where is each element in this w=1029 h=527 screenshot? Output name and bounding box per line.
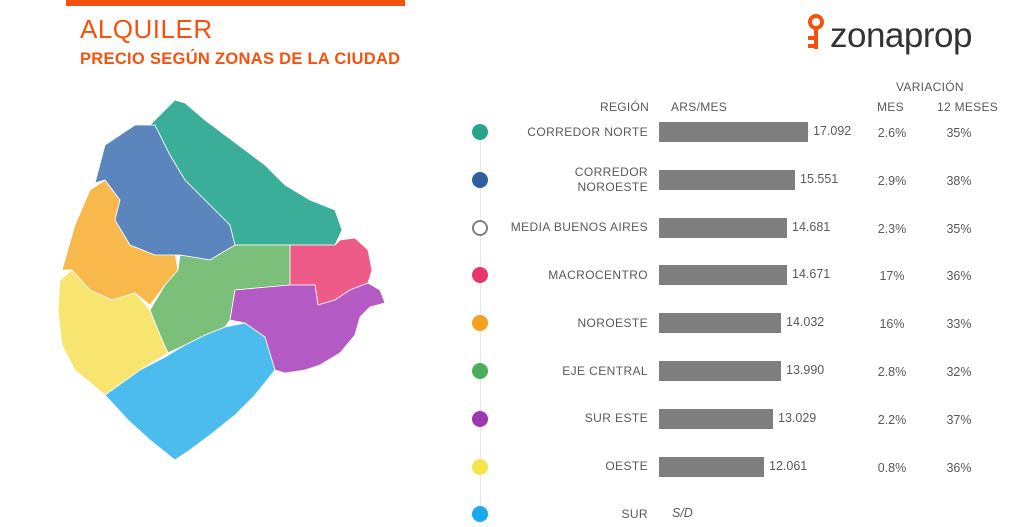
price-value-label: 14.032 bbox=[786, 315, 825, 330]
region-label: SUR bbox=[621, 507, 648, 522]
annual-variation: 35% bbox=[946, 126, 972, 140]
legend-dot bbox=[472, 458, 488, 475]
price-bar bbox=[659, 217, 787, 238]
table-row: EJE CENTRAL 13.990 2.8% 32% bbox=[0, 0, 1029, 381]
header-month: MES bbox=[877, 100, 904, 114]
legend-dot bbox=[472, 219, 488, 236]
annual-variation: 36% bbox=[946, 269, 972, 284]
region-label: CORREDOR NORTE bbox=[527, 125, 648, 140]
region-label: NOROESTE bbox=[577, 316, 648, 331]
price-bar bbox=[659, 265, 787, 286]
top-accent-bar bbox=[66, 0, 405, 6]
monthly-variation: 2.6% bbox=[877, 126, 907, 140]
price-value-label: 13.029 bbox=[778, 410, 817, 425]
region-label: CORREDOR NOROESTE bbox=[575, 165, 648, 195]
region-label-line: EJE CENTRAL bbox=[562, 363, 648, 378]
price-bar bbox=[659, 456, 764, 477]
region-label: EJE CENTRAL bbox=[562, 364, 648, 379]
price-bar bbox=[659, 122, 808, 142]
map-zone-eje-central bbox=[149, 244, 291, 354]
logo-text: zonaprop bbox=[830, 16, 972, 55]
page-title: ALQUILER bbox=[80, 14, 213, 44]
price-bar bbox=[659, 313, 781, 334]
region-label: MEDIA BUENOS AIRES bbox=[511, 220, 648, 235]
zonaprop-logo: zonaprop bbox=[806, 12, 1006, 60]
price-bar bbox=[659, 361, 781, 381]
price-value-label: 13.990 bbox=[786, 363, 825, 377]
price-value-label: 17.092 bbox=[813, 124, 852, 138]
table-row: CORREDOR NORTE 17.092 2.6% 35% bbox=[0, 0, 1029, 142]
legend-dot bbox=[472, 363, 488, 379]
region-label-line: NOROESTE bbox=[577, 179, 648, 194]
region-label: MACROCENTRO bbox=[548, 268, 648, 283]
region-label-line: OESTE bbox=[605, 459, 648, 474]
price-bar bbox=[659, 169, 795, 190]
region-label-line: MEDIA BUENOS AIRES bbox=[510, 220, 648, 235]
annual-variation: 37% bbox=[946, 412, 972, 427]
monthly-variation: 2.3% bbox=[877, 221, 907, 236]
legend-dot bbox=[472, 506, 488, 523]
monthly-variation: 0.8% bbox=[877, 460, 907, 475]
page-subtitle: PRECIO SEGÚN ZONAS DE LA CIUDAD bbox=[80, 50, 401, 68]
region-label: OESTE bbox=[605, 459, 648, 474]
annual-variation: 36% bbox=[946, 460, 972, 475]
annual-variation: 32% bbox=[946, 365, 972, 379]
table-row: MACROCENTRO 14.671 17% 36% bbox=[0, 0, 1029, 286]
annual-variation: 35% bbox=[946, 221, 972, 236]
map-zone-sur-este bbox=[229, 282, 386, 374]
annual-variation: 33% bbox=[946, 317, 972, 332]
no-data-label: S/D bbox=[672, 506, 693, 521]
monthly-variation: 17% bbox=[879, 269, 905, 284]
monthly-variation: 2.9% bbox=[877, 173, 907, 188]
legend-dot bbox=[472, 171, 488, 188]
header-price: ARS/MES bbox=[671, 100, 728, 114]
monthly-variation: 2.8% bbox=[877, 365, 907, 379]
price-value-label: 14.681 bbox=[792, 219, 831, 234]
legend-dot bbox=[472, 410, 488, 427]
table-row: NOROESTE 14.032 16% 33% bbox=[0, 0, 1029, 334]
legend-dot bbox=[472, 124, 488, 140]
monthly-variation: 16% bbox=[879, 317, 905, 332]
region-label-line: SUR bbox=[621, 506, 648, 521]
header-region: REGIÓN bbox=[600, 100, 650, 114]
price-value-label: 14.671 bbox=[792, 267, 831, 282]
price-bar bbox=[659, 408, 773, 429]
key-icon bbox=[808, 14, 824, 49]
legend-dot bbox=[472, 267, 488, 284]
header-variation: VARIACIÓN bbox=[896, 80, 964, 94]
price-value-label: 12.061 bbox=[769, 458, 808, 473]
region-label-line: NOROESTE bbox=[577, 315, 648, 330]
legend-dot bbox=[472, 315, 488, 332]
table-row: SUR ESTE 13.029 2.2% 37% bbox=[0, 0, 1029, 429]
region-label-line: SUR ESTE bbox=[584, 411, 648, 426]
map-zone-corredor-norte bbox=[149, 99, 343, 246]
table-row: MEDIA BUENOS AIRES 14.681 2.3% 35% bbox=[0, 0, 1029, 238]
region-label: SUR ESTE bbox=[585, 411, 648, 426]
price-value-label: 15.551 bbox=[800, 171, 839, 186]
region-label-line: MACROCENTRO bbox=[548, 267, 648, 282]
table-row: CORREDOR NOROESTE 15.551 2.9% 38% bbox=[0, 0, 1029, 194]
monthly-variation: 2.2% bbox=[877, 412, 907, 427]
table-row: OESTE 12.061 0.8% 36% bbox=[0, 0, 1029, 477]
region-label-line: CORREDOR bbox=[574, 164, 648, 179]
header-12-months: 12 MESES bbox=[937, 100, 999, 114]
region-label-line: CORREDOR NORTE bbox=[527, 124, 648, 139]
annual-variation: 38% bbox=[946, 173, 972, 188]
city-zones-map bbox=[57, 99, 386, 461]
